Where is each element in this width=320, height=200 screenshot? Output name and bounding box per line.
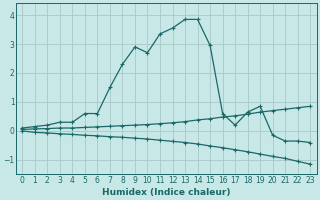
X-axis label: Humidex (Indice chaleur): Humidex (Indice chaleur) [102, 188, 230, 197]
